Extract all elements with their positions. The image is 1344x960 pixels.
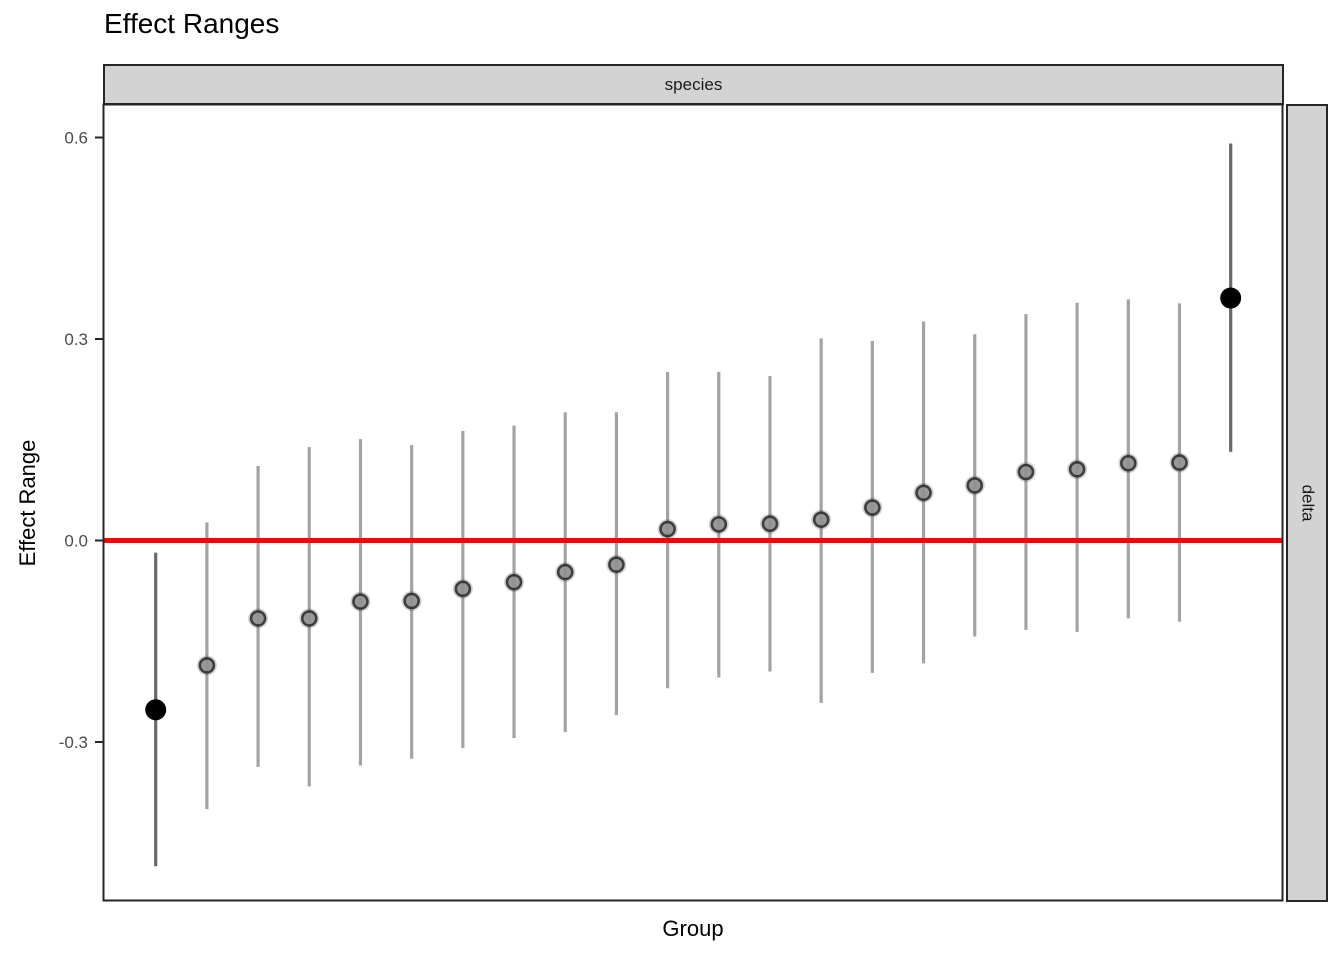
x-axis-title: Group <box>662 916 724 941</box>
y-tick-label: 0.3 <box>64 330 88 349</box>
point-estimate-significant <box>1220 287 1242 309</box>
point-estimate <box>864 499 881 516</box>
point-estimate <box>556 563 574 581</box>
point-estimate <box>1120 454 1137 472</box>
point-estimate <box>812 511 830 528</box>
point-estimate <box>352 593 369 610</box>
facet-strip-species: species <box>103 64 1284 105</box>
point-estimate <box>1017 463 1035 481</box>
point-estimate <box>608 556 625 573</box>
point-estimate <box>300 610 318 627</box>
point-estimate <box>710 516 728 533</box>
y-tick-label: 0.0 <box>64 532 88 551</box>
point-estimate <box>403 592 420 610</box>
point-estimate <box>249 610 267 627</box>
y-tick-label: 0.6 <box>64 128 88 147</box>
point-estimate <box>966 477 984 494</box>
panel-background <box>104 105 1282 900</box>
point-estimate <box>915 484 932 502</box>
point-estimate <box>454 580 472 598</box>
point-estimate-significant <box>145 699 167 721</box>
point-estimate <box>1068 461 1086 478</box>
point-estimate <box>198 657 216 674</box>
y-tick-label: -0.3 <box>59 733 88 752</box>
panel-border <box>102 103 1284 902</box>
point-estimate <box>1171 454 1188 471</box>
point-estimate <box>761 515 779 533</box>
facet-strip-delta: delta <box>1286 104 1328 902</box>
point-estimate <box>659 520 676 538</box>
chart-title: Effect Ranges <box>104 8 280 39</box>
facet-strip-species-label: species <box>664 74 723 94</box>
point-estimate <box>505 573 523 591</box>
